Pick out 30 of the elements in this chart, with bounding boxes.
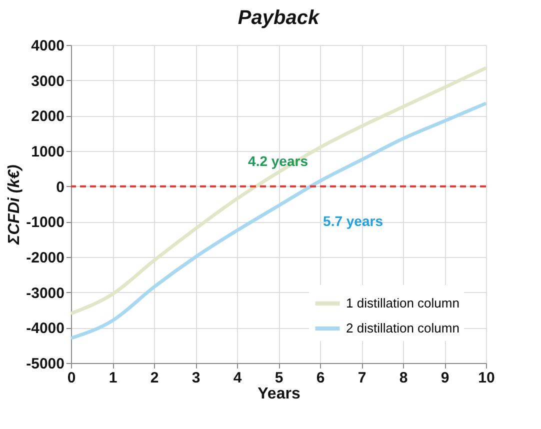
- line-series: [69, 66, 488, 316]
- y-tick-label: -4000: [26, 320, 64, 338]
- y-tick-label: 3000: [31, 72, 64, 90]
- x-tick-label: 3: [192, 370, 200, 386]
- x-tick-label: 6: [316, 370, 325, 386]
- x-tick-label: 4: [233, 370, 242, 386]
- y-axis-title: ΣCFDi (k€): [6, 164, 24, 246]
- y-tick-label: -2000: [26, 250, 64, 266]
- x-tick-label: 5: [274, 370, 284, 386]
- annotation: 4.2 years: [248, 153, 308, 169]
- annotation: 5.7 years: [323, 213, 384, 229]
- y-tick-label: 4000: [31, 38, 64, 54]
- x-tick-label: 9: [440, 370, 450, 386]
- y-tick-label: 1000: [31, 144, 64, 160]
- x-axis-title: Years: [258, 386, 300, 402]
- x-tick-label: 8: [399, 370, 408, 386]
- x-tick-label: 2: [150, 370, 159, 386]
- y-tick-label: -5000: [26, 356, 64, 372]
- x-tick-label: 0: [67, 370, 76, 386]
- line-series: [69, 102, 488, 340]
- x-tick-label: 7: [358, 370, 366, 386]
- y-tick-label: -1000: [26, 214, 64, 232]
- chart-title: Payback: [238, 7, 320, 29]
- legend-label: 2 distillation column: [346, 320, 460, 336]
- x-tick-label: 1: [108, 370, 118, 386]
- legend-label: 1 distillation column: [346, 296, 460, 310]
- y-tick-label: 2000: [31, 108, 64, 126]
- y-tick-label: -3000: [26, 284, 64, 302]
- y-tick-label: 0: [56, 178, 64, 196]
- x-tick-label: 10: [478, 370, 495, 386]
